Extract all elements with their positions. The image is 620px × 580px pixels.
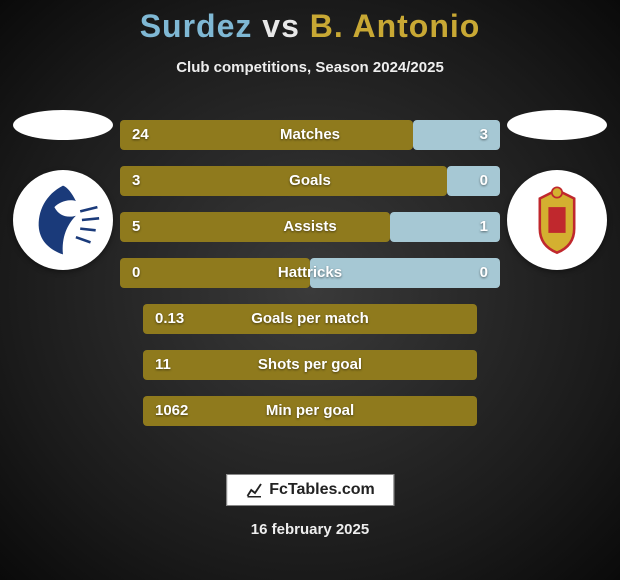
stat-row-split: 00Hattricks [120, 258, 500, 288]
stat-label: Min per goal [120, 396, 500, 426]
club-logo-left [13, 170, 113, 270]
player2-name: B. Antonio [310, 8, 481, 44]
stat-row-single: 0.13Goals per match [120, 304, 500, 334]
club-logo-right [507, 170, 607, 270]
stats-rows: 243Matches 30Goals 51Assists 00Hattricks 0.1… [120, 120, 500, 442]
stat-row-split: 51Assists [120, 212, 500, 242]
player2-platform [507, 110, 607, 140]
stat-label: Goals [120, 166, 500, 196]
stat-row-single: 11Shots per goal [120, 350, 500, 380]
stat-label: Shots per goal [120, 350, 500, 380]
stat-row-split: 243Matches [120, 120, 500, 150]
vs-text: vs [262, 8, 300, 44]
page-title: Surdez vs B. Antonio [0, 0, 620, 45]
player1-platform [13, 110, 113, 140]
branding-badge: FcTables.com [226, 474, 394, 506]
branding-text: FcTables.com [269, 481, 375, 499]
stat-label: Goals per match [120, 304, 500, 334]
player1-name: Surdez [140, 8, 253, 44]
stat-label: Assists [120, 212, 500, 242]
stat-row-single: 1062Min per goal [120, 396, 500, 426]
stat-label: Hattricks [120, 258, 500, 288]
stat-label: Matches [120, 120, 500, 150]
date-text: 16 february 2025 [0, 521, 620, 538]
subtitle: Club competitions, Season 2024/2025 [0, 59, 620, 76]
stat-row-split: 30Goals [120, 166, 500, 196]
